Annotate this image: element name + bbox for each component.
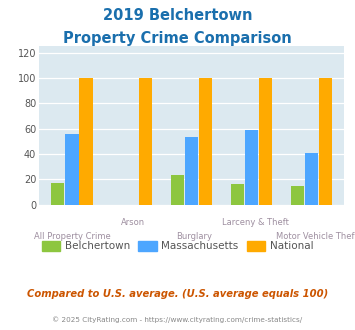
Legend: Belchertown, Massachusetts, National: Belchertown, Massachusetts, National: [38, 237, 317, 255]
Text: Arson: Arson: [121, 218, 145, 227]
Text: 2019 Belchertown: 2019 Belchertown: [103, 8, 252, 23]
Bar: [51, 183, 65, 205]
Bar: [65, 134, 78, 205]
Text: All Property Crime: All Property Crime: [34, 232, 110, 241]
Text: Motor Vehicle Theft: Motor Vehicle Theft: [276, 232, 355, 241]
Bar: [291, 185, 304, 205]
Text: © 2025 CityRating.com - https://www.cityrating.com/crime-statistics/: © 2025 CityRating.com - https://www.city…: [53, 317, 302, 323]
Bar: [259, 78, 272, 205]
Bar: [319, 78, 332, 205]
Bar: [199, 78, 212, 205]
Bar: [139, 78, 153, 205]
Bar: [185, 137, 198, 205]
Text: Property Crime Comparison: Property Crime Comparison: [63, 31, 292, 46]
Bar: [245, 130, 258, 205]
Bar: [305, 153, 318, 205]
Bar: [171, 176, 184, 205]
Text: Burglary: Burglary: [176, 232, 213, 241]
Text: Compared to U.S. average. (U.S. average equals 100): Compared to U.S. average. (U.S. average …: [27, 289, 328, 299]
Bar: [80, 78, 93, 205]
Text: Larceny & Theft: Larceny & Theft: [222, 218, 289, 227]
Bar: [231, 184, 244, 205]
